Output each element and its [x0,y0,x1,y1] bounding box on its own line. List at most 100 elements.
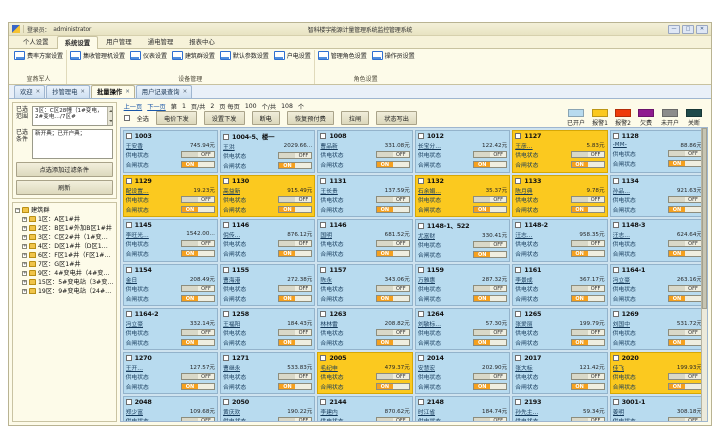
switch-status-toggle[interactable]: ON [181,382,216,390]
power-status-toggle[interactable]: OFF [570,240,605,247]
switch-status-toggle[interactable]: ON [278,294,313,302]
meter-card-checkbox[interactable] [417,267,424,273]
tree-item-zone-3[interactable]: + 3区：C区2#井（1#变… [15,233,114,242]
close-button[interactable]: ✕ [696,24,708,34]
power-status-toggle[interactable]: OFF [668,196,702,203]
scrollbar-thumb[interactable] [702,127,707,310]
switch-status-toggle[interactable]: ON [668,159,702,167]
power-status-toggle[interactable]: OFF [668,417,702,422]
tree-item-zone-2[interactable]: + 2区：B区1#外加B区1#井 [15,224,114,233]
collapse-icon[interactable]: − [15,207,20,213]
tree-item-zone-9[interactable]: + 9区：4#变电井（4#变… [15,269,114,278]
next-page-link[interactable]: 下一页 [147,103,166,111]
meter-card-owner[interactable]: 配设置… [125,188,149,195]
minimize-button[interactable]: — [668,24,680,34]
meter-card[interactable]: 1263 林林雷 208.82元 供电状态 OFF 合闸状态 ON [317,307,413,350]
switch-status-toggle[interactable]: ON [473,338,508,346]
meter-card[interactable]: 1264 刘敏标… 57.30元 供电状态 OFF 合闸状态 ON [414,307,511,350]
meter-card-owner[interactable]: 王彦… [515,143,533,150]
switch-status-toggle[interactable]: ON [181,160,216,168]
meter-card[interactable]: 1155 曹海港 272.38元 供电状态 OFF 合闸状态 ON [220,263,316,306]
send-settings-button[interactable]: 设置下发 [203,111,245,125]
switch-status-toggle[interactable]: ON [278,205,313,213]
switch-status-toggle[interactable]: ON [375,249,410,257]
power-status-toggle[interactable]: OFF [473,241,508,248]
meter-card-owner[interactable]: 王洪 [223,144,235,151]
expand-icon[interactable]: + [22,216,27,222]
meter-card-owner[interactable]: 佳飞 [612,365,625,372]
switch-status-toggle[interactable]: ON [375,294,410,302]
ribbon-item-meter[interactable]: 仪表设置 [129,51,167,60]
power-status-toggle[interactable]: OFF [473,196,508,203]
switch-status-toggle[interactable]: ON [668,382,702,390]
meter-card[interactable]: 1133 陈月典 9.78元 供电状态 OFF 合闸状态 ON [512,174,608,217]
meter-card-checkbox[interactable] [125,311,132,317]
switch-status-toggle[interactable]: ON [375,338,410,346]
expand-icon[interactable]: + [22,270,27,276]
meter-card[interactable]: 1146 倪传… 876.12元 供电状态 OFF 合闸状态 ON [220,218,316,262]
meter-card-owner[interactable]: 汪志… [612,232,630,239]
meter-card-checkbox[interactable] [125,133,132,139]
meter-card[interactable]: 1154 金日 208.49元 供电状态 OFF 合闸状态 ON [122,263,219,306]
meter-card-owner[interactable]: 姜明 [612,409,625,416]
switch-status-toggle[interactable]: ON [278,338,313,346]
meter-card[interactable]: 1128 -MM- 88.86元 供电状态 OFF 合闸状态 ON [609,129,705,173]
tree-item-zone-4[interactable]: + 4区：D区1#井（D区1… [15,242,114,251]
meter-card-checkbox[interactable] [320,399,327,405]
tab-user-record-query[interactable]: 用户记录查询 ✕ [135,85,193,98]
switch-status-toggle[interactable]: ON [473,250,508,258]
meter-card[interactable]: 1271 曹继永 533.83元 供电状态 OFF 合闸状态 ON [220,351,316,394]
ribbon-item-collector[interactable]: 集收管理机设置 [69,51,125,60]
power-status-toggle[interactable]: OFF [375,285,410,292]
meter-card[interactable]: 1148-2 汪志… 958.35元 供电状态 OFF 合闸状态 ON [512,218,608,262]
meter-card-checkbox[interactable] [223,178,230,184]
meter-card-owner[interactable]: 陈永 [320,277,333,284]
switch-status-toggle[interactable]: ON [668,249,702,257]
tab-welcome[interactable]: 欢迎 ✕ [14,85,46,98]
switch-status-toggle[interactable]: ON [181,338,216,346]
expand-icon[interactable]: + [22,261,27,267]
meter-card-owner[interactable]: 王开… [125,365,144,372]
meter-card-checkbox[interactable] [612,267,619,273]
switch-status-toggle[interactable]: ON [375,382,410,390]
meter-card-checkbox[interactable] [612,355,619,361]
power-status-toggle[interactable]: OFF [375,196,410,203]
meter-card-checkbox[interactable] [223,222,230,228]
meter-card-checkbox[interactable] [223,399,230,405]
maximize-button[interactable]: □ [682,24,694,34]
tree-item-zone-6[interactable]: + 6区：F区1#井（F区1#… [15,251,114,260]
meter-card-checkbox[interactable] [223,311,230,317]
meter-card-owner[interactable]: 冯立豪 [125,321,144,328]
ribbon-tab-users[interactable]: 用户管理 [106,38,132,46]
switch-status-toggle[interactable]: ON [375,160,410,168]
meter-card-checkbox[interactable] [612,133,619,139]
power-status-toggle[interactable]: OFF [278,196,313,203]
expand-icon[interactable]: + [22,252,27,258]
tree-item-zone-19[interactable]: + 19区：9#变电站（24#… [15,287,114,296]
meter-card-owner[interactable]: 曹海港 [223,277,241,284]
meter-card-owner[interactable]: -MM- [612,141,627,148]
restore-prepaid-button[interactable]: 恢复预付费 [286,111,334,125]
switch-status-toggle[interactable]: ON [570,160,605,168]
meter-card[interactable]: 2005 毛纪申 479.37元 供电状态 OFF 合闸状态 ON [317,351,413,394]
meter-card-checkbox[interactable] [223,355,230,361]
expand-icon[interactable]: + [22,234,27,240]
meter-card-owner[interactable]: 郑少富 [125,409,144,416]
grid-scrollbar[interactable] [701,127,707,421]
power-status-toggle[interactable]: OFF [375,417,410,422]
meter-card[interactable]: 1134 孙品… 921.63元 供电状态 OFF 合闸状态 ON [609,174,705,217]
meter-card-owner[interactable]: 曹品新 [320,143,338,150]
meter-card[interactable]: 1164-2 冯立豪 332.14元 供电状态 OFF 合闸状态 ON [122,307,219,350]
switch-status-toggle[interactable]: ON [473,382,508,390]
switch-status-toggle[interactable]: ON [473,205,508,213]
meter-card-owner[interactable]: 李建内 [320,409,338,416]
tree-item-zone-7[interactable]: + 7区：G区1#井 [15,260,114,269]
switch-status-toggle[interactable]: ON [570,382,605,390]
meter-card[interactable]: 1148-1、522 尤富财 330.41元 供电状态 OFF 合闸状态 ON [414,218,511,262]
meter-card-checkbox[interactable] [125,399,132,405]
meter-card[interactable]: 1161 李景成 367.17元 供电状态 OFF 合闸状态 ON [512,263,608,306]
switch-status-toggle[interactable]: ON [181,294,216,302]
